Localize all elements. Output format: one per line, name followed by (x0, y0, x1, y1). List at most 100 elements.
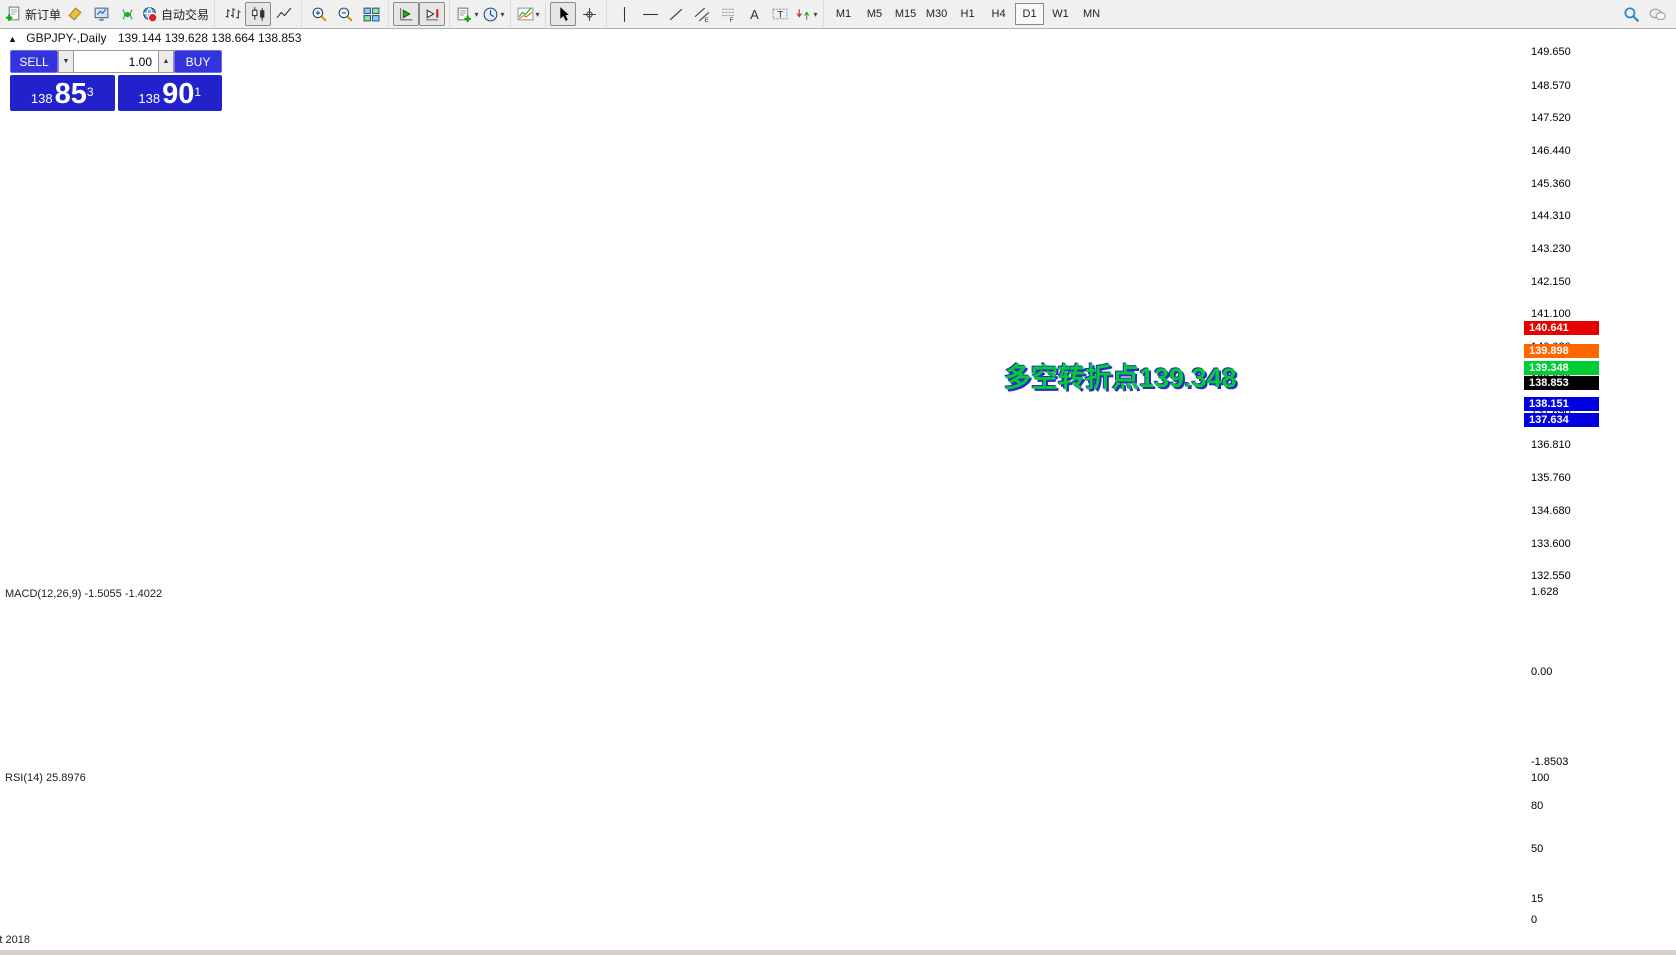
fibonacci-button[interactable]: F (715, 2, 741, 26)
macd-indicator-label: MACD(12,26,9) -1.5055 -1.4022 (5, 588, 163, 600)
y-axis-tick: 134.680 (1531, 504, 1571, 517)
text-label-button[interactable]: T (767, 2, 793, 26)
line-chart-button[interactable] (271, 2, 297, 26)
tile-windows-icon (363, 6, 380, 23)
timeframe-m5-button[interactable]: M5 (866, 8, 883, 20)
timeframe-h1-button[interactable]: H1 (960, 8, 975, 20)
crosshair-icon (581, 6, 598, 23)
rsi-axis-tick: 50 (1531, 843, 1544, 855)
new-chart-icon (456, 6, 473, 23)
y-axis-tick: 135.760 (1531, 471, 1571, 484)
timeframe-w1-button[interactable]: W1 (1052, 8, 1069, 20)
buy-button[interactable]: BUY (174, 50, 222, 73)
chevron-down-icon: ▾ (474, 9, 479, 19)
volume-decrease-button[interactable]: ▼ (58, 50, 74, 73)
arrows-button[interactable]: ▾ (793, 2, 819, 26)
chat-button[interactable] (1644, 2, 1670, 26)
templates-button[interactable]: ▾ (515, 2, 541, 26)
new-chart-button[interactable]: ▾ (454, 2, 480, 26)
y-axis-tick: 141.100 (1531, 308, 1571, 321)
auto-scroll-button[interactable] (393, 2, 420, 26)
new-order-icon (5, 6, 22, 23)
vertical-line-button[interactable] (611, 2, 637, 26)
toolbar-group: 新订单 自动交易 (0, 1, 214, 27)
y-axis-tick: 136.810 (1531, 439, 1571, 452)
y-axis-tick: 148.570 (1531, 79, 1571, 92)
autotrading-icon (141, 6, 158, 23)
autotrading-label: 自动交易 (161, 7, 210, 22)
autotrading-button[interactable]: 自动交易 (140, 2, 210, 26)
timeframe-h4-button[interactable]: H4 (991, 8, 1006, 20)
buy-price-sup: 1 (194, 85, 202, 99)
text-button[interactable]: A (741, 2, 767, 26)
y-axis-tick: 149.650 (1531, 46, 1571, 59)
buy-price-box[interactable]: 138 90 1 (117, 75, 222, 111)
toolbar-right-icons (1618, 0, 1670, 28)
favorites-button[interactable] (62, 2, 88, 26)
rsi-axis-tick: 15 (1531, 892, 1544, 905)
timeframe-mn-button[interactable]: MN (1082, 8, 1101, 20)
chart-annotation-text[interactable]: 多空转折点139.348 (1004, 363, 1237, 393)
one-click-trading-panel: SELL ▼ ▲ BUY 138 85 3 138 90 1 (10, 50, 222, 111)
svg-text:E: E (704, 16, 708, 22)
window-bottom-strip (0, 950, 1676, 955)
horizontal-line-button[interactable] (637, 2, 663, 26)
timeframe-group: M1 M5 M15 M30 H1 H4 D1 W1 MN (823, 1, 1111, 27)
crosshair-button[interactable] (576, 2, 602, 26)
chart-shift-button[interactable] (419, 2, 446, 26)
candles-chart-button[interactable] (245, 2, 272, 26)
rsi-axis-tick: 100 (1531, 772, 1550, 784)
candles-chart-icon (250, 6, 267, 23)
zoom-out-icon (337, 6, 354, 23)
bars-chart-button[interactable] (219, 2, 245, 26)
tile-windows-button[interactable] (358, 2, 384, 26)
chart-shift-icon (424, 6, 441, 23)
timeframe-d1-button[interactable]: D1 (1015, 3, 1045, 25)
symbol-period-label: GBPJPY-,Daily (26, 31, 107, 45)
signals-button[interactable] (114, 2, 140, 26)
periods-button[interactable]: ▾ (480, 2, 506, 26)
toolbar-group: ▾ (510, 1, 545, 27)
toolbar-group (214, 1, 301, 27)
toolbar-group: E F A T ▾ (606, 1, 823, 27)
macd-axis-tick: 0.00 (1531, 665, 1553, 678)
chart-collapse-icon[interactable]: ▲ (8, 34, 17, 44)
sell-price-box[interactable]: 138 85 3 (10, 75, 115, 111)
timeframe-m15-button[interactable]: M15 (894, 8, 917, 20)
line-chart-icon (276, 6, 293, 23)
market-watch-button[interactable] (88, 2, 114, 26)
zoom-in-icon (311, 6, 328, 23)
y-axis-tick: 144.310 (1531, 209, 1571, 222)
price-level-badge: 138.853 (1524, 375, 1599, 390)
templates-icon (517, 6, 534, 23)
text-icon: A (746, 6, 763, 23)
timeframe-m1-button[interactable]: M1 (835, 8, 852, 20)
y-axis-tick: 146.440 (1531, 144, 1571, 157)
svg-text:A: A (750, 6, 759, 21)
price-level-badge: 139.898 (1524, 343, 1599, 358)
new-order-button[interactable]: 新订单 (4, 2, 62, 26)
zoom-out-button[interactable] (332, 2, 358, 26)
price-level-badge: 139.348 (1524, 360, 1599, 375)
zoom-in-button[interactable] (306, 2, 332, 26)
cursor-button[interactable] (550, 2, 577, 26)
search-button[interactable] (1618, 2, 1644, 26)
trendline-button[interactable] (663, 2, 689, 26)
equidistant-channel-icon: E (694, 6, 711, 23)
sell-price-sup: 3 (86, 85, 94, 99)
volume-input[interactable] (74, 50, 158, 73)
toolbar-group (301, 1, 388, 27)
sell-price-big: 85 (54, 78, 87, 110)
chart-title: ▲ GBPJPY-,Daily 139.144 139.628 138.664 … (8, 31, 301, 45)
sell-button[interactable]: SELL (10, 50, 58, 73)
toolbar-group: ▾ ▾ (449, 1, 510, 27)
volume-increase-button[interactable]: ▲ (158, 50, 174, 73)
fibonacci-icon: F (720, 6, 737, 23)
chevron-down-icon: ▾ (535, 9, 540, 19)
y-axis-tick: 145.360 (1531, 177, 1571, 190)
timeframe-m30-button[interactable]: M30 (925, 8, 948, 20)
buy-price-big: 90 (162, 78, 195, 110)
equidistant-channel-button[interactable]: E (689, 2, 715, 26)
